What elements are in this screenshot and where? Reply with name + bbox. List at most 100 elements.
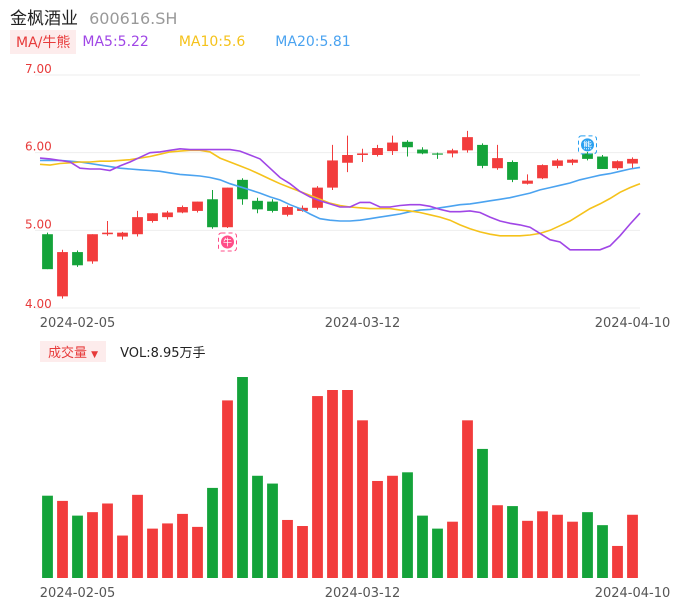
candle-body xyxy=(342,154,353,163)
candle-body xyxy=(147,213,158,222)
volume-bar xyxy=(492,505,503,578)
volume-bar xyxy=(177,513,188,578)
candle-body xyxy=(117,232,128,237)
candle-body xyxy=(267,201,278,211)
candle-body xyxy=(537,165,548,179)
volume-bar xyxy=(432,528,443,578)
stock-name: 金枫酒业 xyxy=(10,9,78,29)
volume-bar xyxy=(387,475,398,578)
volume-bar xyxy=(327,390,338,578)
bear-marker-label: 熊 xyxy=(583,139,592,151)
candle-body xyxy=(447,150,458,154)
volume-bar xyxy=(207,487,218,578)
candle-body xyxy=(372,148,383,155)
volume-bar xyxy=(402,472,413,578)
y-tick-label: 4.00 xyxy=(25,297,52,311)
candle-body xyxy=(177,207,188,213)
candle-body xyxy=(402,141,413,148)
candle-body xyxy=(477,144,488,166)
volume-bar xyxy=(372,480,383,578)
volume-bar xyxy=(597,525,608,578)
ma-toggle-button[interactable]: MA/牛熊 xyxy=(10,30,77,54)
bear-marker[interactable]: 熊 xyxy=(578,135,597,155)
volume-x-tick-label: 2024-04-10 xyxy=(595,586,671,601)
candle-body xyxy=(492,158,503,169)
candle-body xyxy=(102,232,113,235)
candle-body xyxy=(192,201,203,211)
volume-value: VOL:8.95万手 xyxy=(120,345,206,361)
volume-legend: 成交量 ▼ VOL:8.95万手 xyxy=(40,340,206,362)
ma20-line xyxy=(40,159,641,222)
y-tick-label: 6.00 xyxy=(25,140,52,154)
candle-body xyxy=(207,199,218,228)
candle-body xyxy=(552,160,563,166)
candle-body xyxy=(417,149,428,154)
candle-body xyxy=(327,160,338,188)
volume-bar xyxy=(42,495,53,578)
volume-bar xyxy=(582,512,593,578)
volume-toggle-button[interactable]: 成交量 ▼ xyxy=(40,340,107,362)
candle-body xyxy=(387,142,398,152)
volume-x-tick-label: 2024-03-12 xyxy=(325,586,401,601)
candle-body xyxy=(162,212,173,218)
volume-bar xyxy=(87,512,98,578)
candle-body xyxy=(87,234,98,262)
candle-body xyxy=(612,161,623,169)
candle-body xyxy=(582,153,593,159)
bull-marker[interactable]: 牛 xyxy=(218,232,237,252)
volume-bar xyxy=(147,528,158,578)
volume-bar xyxy=(477,448,488,578)
candle-body xyxy=(597,156,608,169)
volume-bar xyxy=(222,400,233,578)
volume-bar xyxy=(282,519,293,578)
volume-bar xyxy=(627,514,638,578)
volume-bar xyxy=(237,377,248,578)
ma-legend: MA/牛熊 MA5:5.22 MA10:5.6 MA20:5.81 xyxy=(10,30,381,54)
volume-bar xyxy=(267,483,278,578)
volume-bar xyxy=(102,503,113,578)
stock-header: 金枫酒业 600616.SH xyxy=(10,4,178,29)
volume-bar xyxy=(57,500,68,578)
candle-body xyxy=(507,161,518,180)
candle-body xyxy=(432,153,443,155)
candle-body xyxy=(42,234,53,270)
ma10-legend: MA10:5.6 xyxy=(178,34,246,50)
candle-body xyxy=(222,187,233,228)
candle-body xyxy=(132,217,143,235)
y-tick-label: 7.00 xyxy=(25,62,52,76)
x-tick-label: 2024-03-12 xyxy=(325,316,401,331)
ma5-line xyxy=(39,147,641,251)
volume-bar xyxy=(552,514,563,578)
y-tick-label: 5.00 xyxy=(25,217,52,231)
volume-toggle-label: 成交量 xyxy=(48,345,88,361)
volume-bar xyxy=(447,521,458,578)
volume-bar xyxy=(162,523,173,578)
x-tick-label: 2024-02-05 xyxy=(40,316,116,331)
volume-bar xyxy=(357,420,368,578)
candle-body xyxy=(522,180,533,184)
bull-marker-label: 牛 xyxy=(223,236,232,248)
candle-body xyxy=(57,252,68,297)
volume-bar xyxy=(72,515,83,578)
volume-bar xyxy=(537,511,548,578)
volume-bar xyxy=(312,396,323,578)
volume-bar xyxy=(297,526,308,578)
candle-body xyxy=(357,153,368,155)
volume-bar xyxy=(462,420,473,578)
ma10-line xyxy=(39,149,641,237)
caret-down-icon: ▼ xyxy=(91,349,99,360)
volume-bar xyxy=(567,521,578,578)
candle-body xyxy=(567,159,578,163)
stock-code: 600616.SH xyxy=(89,9,178,28)
ma5-legend: MA5:5.22 xyxy=(82,34,149,50)
volume-bar xyxy=(132,494,143,578)
candle-body xyxy=(237,179,248,200)
volume-x-tick-label: 2024-02-05 xyxy=(40,586,116,601)
volume-bar xyxy=(507,506,518,578)
volume-bar xyxy=(252,475,263,578)
candle-body xyxy=(627,158,638,164)
candle-body xyxy=(282,207,293,215)
candle-body xyxy=(72,252,83,266)
volume-bar xyxy=(522,520,533,578)
candle-body xyxy=(252,200,263,210)
